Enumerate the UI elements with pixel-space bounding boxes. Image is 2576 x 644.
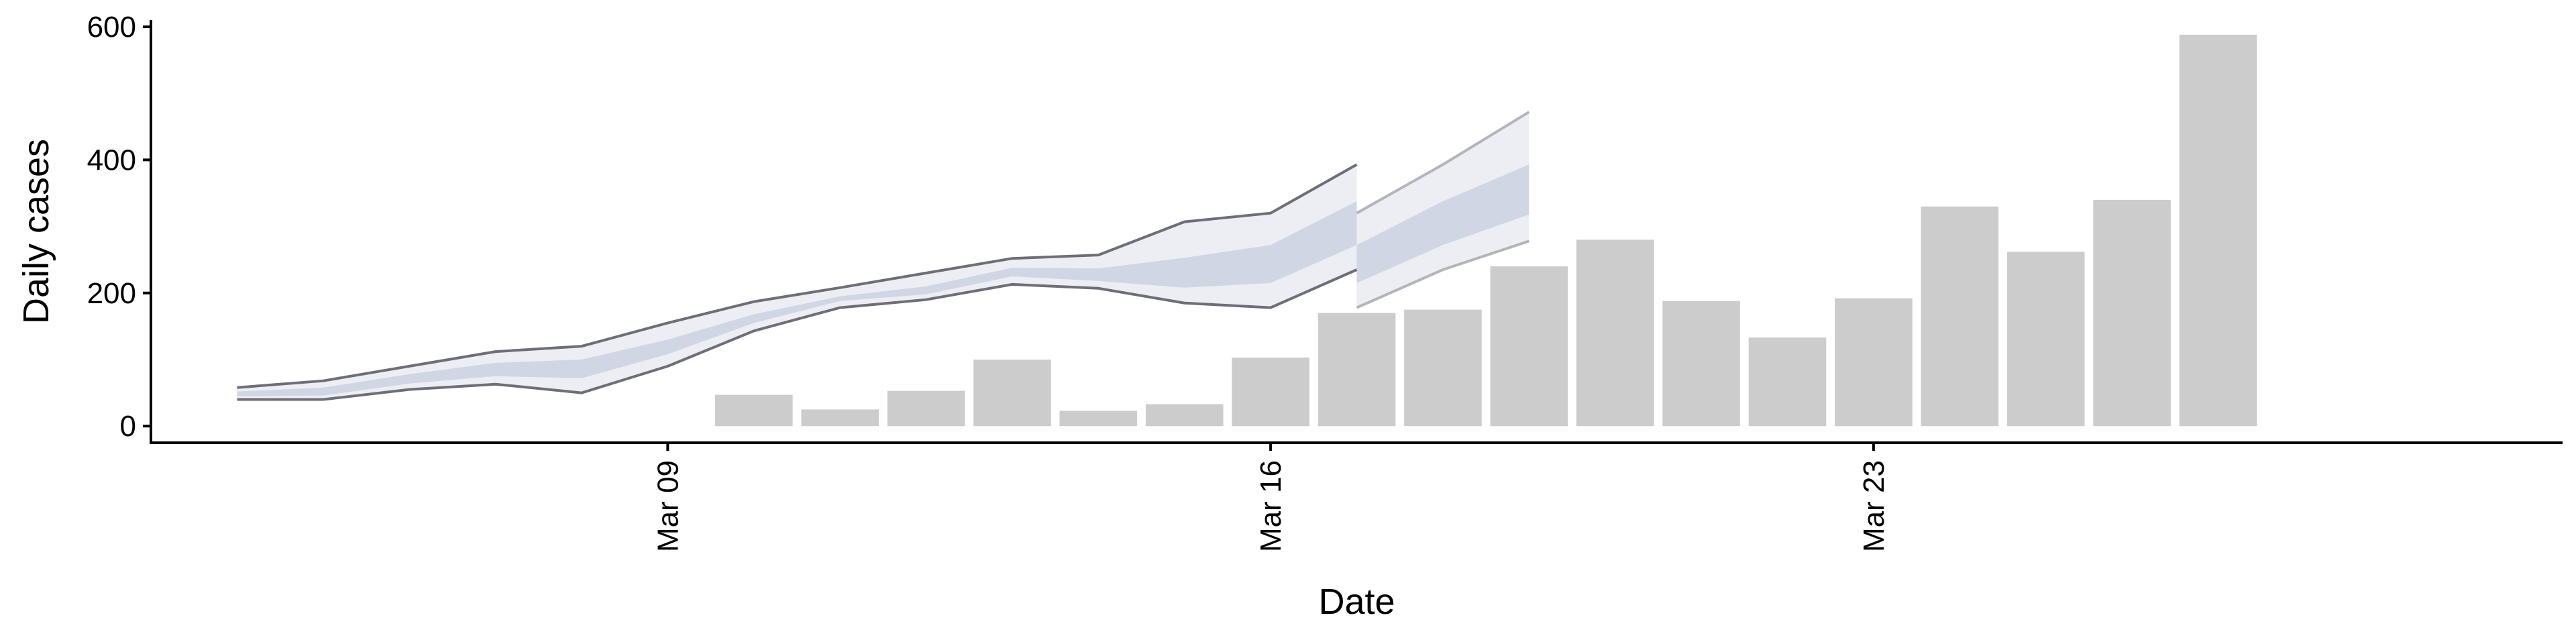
forecast-upper-line <box>1356 111 1530 215</box>
y-tick-label: 0 <box>120 410 136 443</box>
bar-2026-03-26 <box>2093 199 2171 427</box>
bar-2026-03-24 <box>1921 206 1999 427</box>
bar-2026-03-25 <box>2006 252 2085 427</box>
bar-2026-03-14 <box>1059 411 1138 427</box>
x-tick-label: Mar 16 <box>1254 460 1287 552</box>
axes <box>150 20 2563 444</box>
estimate-upper-line <box>237 163 1358 389</box>
bar-2026-03-19 <box>1490 266 1568 427</box>
bar-2026-03-12 <box>887 390 965 427</box>
case-bars <box>715 34 2257 427</box>
x-tick-label: Mar 09 <box>651 460 684 552</box>
y-tick-label: 200 <box>87 277 136 310</box>
bar-2026-03-16 <box>1232 358 1309 427</box>
bar-2026-03-15 <box>1145 404 1224 427</box>
x-tick-label: Mar 23 <box>1858 460 1890 552</box>
y-tick-label: 600 <box>87 11 136 44</box>
bar-2026-03-23 <box>1835 298 1913 427</box>
forecast-inner-band <box>1356 164 1529 283</box>
bar-2026-03-18 <box>1404 309 1482 427</box>
bar-2026-03-17 <box>1318 313 1396 427</box>
bar-2026-03-27 <box>2179 34 2257 427</box>
bar-2026-03-10 <box>715 394 793 427</box>
bar-2026-03-13 <box>973 360 1051 427</box>
bar-2026-03-21 <box>1662 301 1740 427</box>
forecast-lower-line <box>1356 239 1529 309</box>
y-axis-title: Daily cases <box>16 139 56 324</box>
bar-2026-03-20 <box>1576 239 1654 427</box>
estimate-bands <box>237 111 1530 401</box>
bar-2026-03-11 <box>801 409 879 427</box>
x-ticks: Mar 09 Mar 16 Mar 23 <box>651 443 1890 552</box>
bar-2026-03-22 <box>1748 337 1827 427</box>
estimate-lower-line <box>237 268 1358 401</box>
y-tick-label: 400 <box>87 144 136 176</box>
y-ticks: 0 200 400 600 <box>87 11 151 443</box>
x-axis-title: Date <box>1318 582 1395 622</box>
